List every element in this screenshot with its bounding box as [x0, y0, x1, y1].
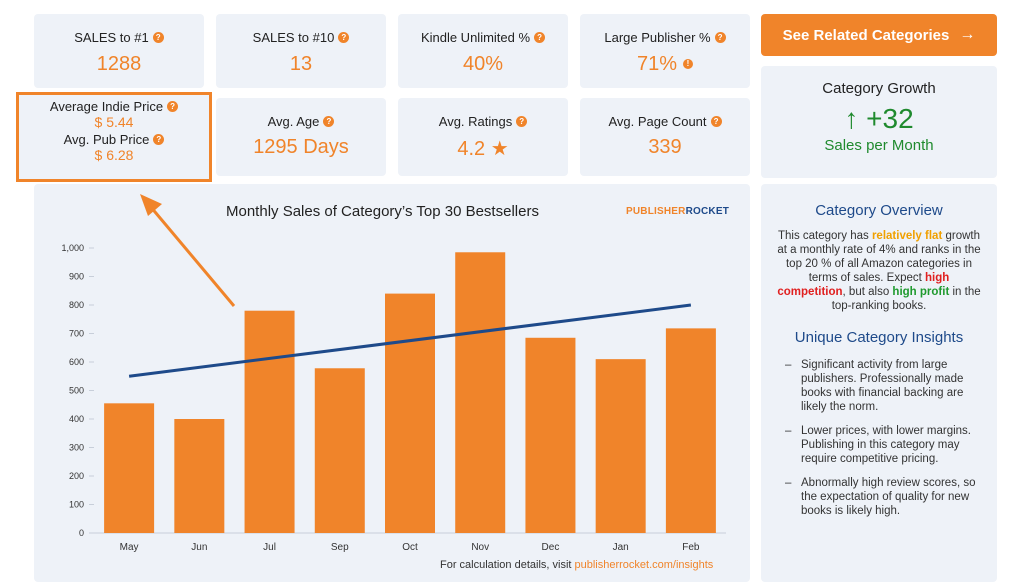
category-growth-card: Category Growth ↑ +32 Sales per Month — [761, 66, 997, 178]
pub-price-value: $ 6.28 — [94, 147, 134, 163]
overview-p1: This category has — [777, 230, 872, 242]
overview-flat: relatively flat — [871, 230, 943, 242]
help-icon[interactable]: ? — [338, 32, 350, 43]
help-icon[interactable]: ? — [534, 32, 546, 43]
stat-label: Avg. Page Count — [608, 114, 707, 129]
stat-value: 71% — [636, 53, 678, 75]
help-icon[interactable]: ? — [710, 116, 722, 127]
help-icon[interactable]: ? — [167, 101, 179, 112]
growth-value: ↑ +32 — [844, 103, 914, 134]
insights-title: Unique Category Insights — [794, 329, 964, 346]
indie-price-value: $ 5.44 — [94, 114, 134, 130]
overview-p2: growth at a monthly rate of 4% and ranks… — [777, 230, 981, 284]
see-related-categories-button[interactable]: See Related Categories → — [761, 14, 997, 56]
overview-p3: , but also — [842, 286, 893, 298]
overview-competition: high competition — [777, 272, 950, 298]
stat-label: Avg. Age — [267, 114, 320, 129]
stat-value: 13 — [289, 53, 313, 75]
chart-card — [34, 184, 750, 582]
growth-subtitle: Sales per Month — [824, 137, 934, 154]
insights-link[interactable]: publisherrocket.com/insights — [574, 559, 714, 571]
stat-label: SALES to #1 — [74, 30, 149, 45]
stat-value: 4.2 ★ — [457, 138, 509, 160]
related-button-label: See Related Categories — [782, 26, 950, 44]
growth-title: Category Growth — [822, 80, 936, 97]
stat-value: 40% — [462, 53, 504, 75]
stat-label: Kindle Unlimited % — [420, 30, 531, 45]
stat-card-avg-ratings: Avg. Ratings? 4.2 ★ — [398, 98, 568, 176]
help-icon[interactable]: ? — [714, 32, 726, 43]
pub-price-label: Avg. Pub Price — [63, 132, 150, 147]
publisher-rocket-logo: PUBLISHERROCKET — [626, 206, 729, 217]
info-icon[interactable]: ! — [683, 59, 694, 69]
stat-value: 1295 Days — [253, 136, 349, 158]
indie-price-card: Average Indie Price? $ 5.44 Avg. Pub Pri… — [16, 92, 212, 182]
chart-title: Monthly Sales of Category’s Top 30 Bests… — [226, 203, 539, 220]
insight-item: Abnormally high review scores, so the ex… — [775, 476, 983, 518]
footer-text: For calculation details, visit — [440, 559, 575, 571]
overview-profit-a: high — [892, 286, 917, 298]
stat-card-sales-to-1: SALES to #1? 1288 — [34, 14, 204, 88]
stat-label: Avg. Ratings — [438, 114, 513, 129]
help-icon[interactable]: ? — [153, 134, 165, 145]
stat-card-avg-age: Avg. Age? 1295 Days — [216, 98, 386, 176]
insight-item: Significant activity from large publishe… — [775, 358, 983, 414]
help-icon[interactable]: ? — [323, 116, 335, 127]
stat-label: SALES to #10 — [252, 30, 335, 45]
insight-item: Lower prices, with lower margins. Publis… — [775, 424, 983, 466]
overview-profit-b: profit — [919, 286, 950, 298]
stat-card-large-publisher: Large Publisher %? 71%! — [580, 14, 750, 88]
stat-card-sales-to-10: SALES to #10? 13 — [216, 14, 386, 88]
stat-card-avg-page-count: Avg. Page Count? 339 — [580, 98, 750, 176]
overview-text: This category has relatively flat growth… — [775, 229, 983, 313]
stat-card-kindle-unlimited: Kindle Unlimited %? 40% — [398, 14, 568, 88]
stat-value: 1288 — [96, 53, 142, 75]
stat-value: 339 — [648, 136, 682, 158]
brand-part1: PUBLISHER — [626, 206, 686, 217]
category-overview-card: Category Overview This category has rela… — [761, 184, 997, 582]
overview-p4: in the top-ranking books. — [831, 286, 981, 312]
indie-price-label: Average Indie Price — [49, 99, 164, 114]
insights-list: Significant activity from large publishe… — [775, 358, 983, 518]
overview-title: Category Overview — [815, 202, 943, 219]
arrow-right-icon: → — [959, 26, 976, 43]
help-icon[interactable]: ? — [516, 116, 528, 127]
brand-part2: ROCKET — [685, 206, 730, 217]
stat-label: Large Publisher % — [604, 30, 711, 45]
help-icon[interactable]: ? — [152, 32, 164, 43]
